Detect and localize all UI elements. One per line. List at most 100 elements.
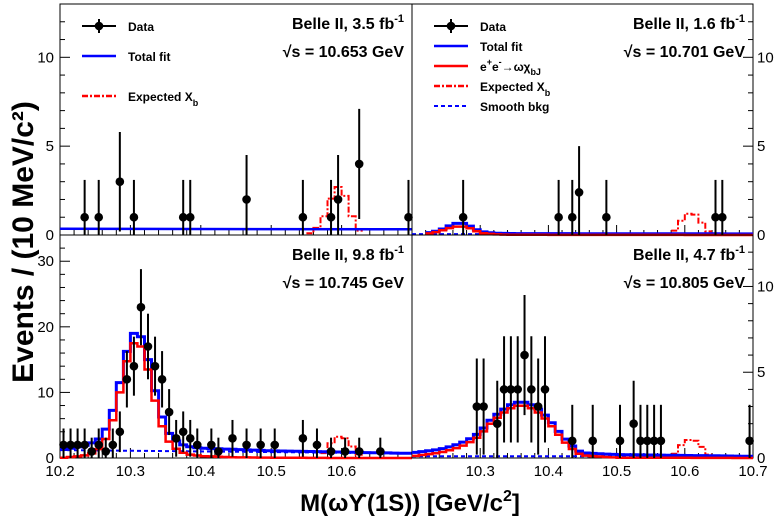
y-tick-label: 0 — [757, 227, 765, 244]
data-point — [171, 434, 181, 443]
data-point — [115, 427, 125, 437]
data-point — [129, 212, 139, 222]
panel-energy-label: √s = 10.745 GeV — [283, 275, 405, 292]
data-point — [115, 177, 125, 186]
total-fit-curve — [60, 331, 412, 455]
data-point — [178, 427, 188, 437]
panel-lumi-label: Belle II, 1.6 fb-1 — [633, 13, 745, 33]
data-point — [533, 402, 543, 411]
data-point — [185, 434, 195, 443]
y-tick-label: 10 — [37, 384, 54, 401]
panel-lumi-sup: -1 — [735, 13, 745, 25]
data-point — [636, 436, 645, 446]
data-point — [136, 302, 146, 312]
panel-energy-text: s = 10.805 GeV — [632, 275, 745, 292]
data-point — [479, 402, 488, 411]
panel-energy-root: √ — [283, 44, 292, 61]
data-point — [404, 212, 413, 222]
panel-frame — [411, 234, 754, 459]
y-tick-label: 0 — [757, 450, 765, 467]
data-point — [214, 447, 223, 456]
legend-label-text: Expected X — [128, 90, 193, 104]
legend-label-sup: + — [487, 57, 492, 67]
panel-lumi-label: Belle II, 4.7 fb-1 — [633, 244, 745, 264]
data-point — [588, 436, 598, 446]
y-tick-label: 5 — [46, 138, 54, 155]
data-point — [340, 447, 350, 456]
data-point — [59, 440, 68, 450]
panel-energy-root: √ — [624, 44, 633, 61]
panel-lumi-label: Belle II, 9.8 fb-1 — [292, 244, 404, 264]
legend-label: Data — [480, 20, 506, 34]
y-tick-label: 30 — [37, 253, 54, 270]
data-point — [122, 374, 132, 384]
legend-label: Expected Xb — [480, 80, 551, 98]
data-point — [333, 195, 343, 204]
y-tick-label: 5 — [757, 138, 765, 155]
panel-energy-label: √s = 10.805 GeV — [624, 275, 746, 292]
panel-lumi-text: Belle II, 9.8 fb — [292, 247, 394, 264]
data-point — [567, 212, 577, 222]
data-point — [711, 212, 720, 222]
data-point — [513, 385, 523, 394]
data-point — [101, 447, 111, 456]
x-tick-label: 10.5 — [602, 463, 631, 480]
data-point — [520, 350, 529, 360]
legend-label-text: Data — [480, 20, 506, 34]
x-tick-label: 10.3 — [116, 463, 145, 480]
data-point — [602, 212, 611, 222]
data-point — [242, 440, 251, 450]
legend-label-text: e — [480, 60, 487, 74]
y-tick-label: 0 — [46, 227, 54, 244]
legend-label-text: e — [492, 60, 499, 74]
signal-curve — [60, 341, 412, 460]
panel-frame — [59, 234, 413, 459]
data-point — [73, 440, 82, 450]
x-axis-title: M(ωϒ(1S)) [GeV/c2] — [300, 488, 520, 517]
legend-label-sub: b — [545, 88, 551, 98]
panel-lumi-text: Belle II, 4.7 fb — [633, 247, 735, 264]
data-point — [506, 385, 516, 394]
data-point — [567, 436, 577, 446]
legend-label-sup: - — [499, 57, 502, 67]
data-point — [87, 447, 96, 456]
data-point — [354, 159, 364, 169]
panel-lumi-text: Belle II, 3.5 fb — [292, 16, 394, 33]
legend-label-text: →ωχ — [502, 60, 531, 74]
data-point — [492, 419, 502, 428]
data-point — [656, 436, 666, 446]
data-point — [472, 402, 482, 411]
data-point — [164, 407, 174, 417]
panel-energy-text: s = 10.745 GeV — [291, 275, 404, 292]
data-point — [228, 434, 237, 443]
expected-xb-curve — [306, 186, 363, 235]
y-tick-label: 10 — [37, 49, 54, 66]
panel-lumi-sup: -1 — [394, 244, 404, 256]
data-point — [376, 447, 385, 456]
signal-curve — [412, 404, 753, 460]
legend-data-marker — [94, 21, 104, 31]
data-point — [256, 440, 265, 450]
data-point — [178, 212, 188, 222]
data-point — [629, 419, 638, 428]
data-point — [157, 374, 167, 384]
data-point — [527, 385, 536, 394]
data-point — [150, 361, 160, 371]
data-point — [642, 436, 652, 446]
x-tick-label: 10.4 — [186, 463, 215, 480]
data-point — [718, 212, 727, 222]
x-tick-label: 10.2 — [45, 463, 74, 480]
y-tick-label: 20 — [37, 319, 54, 336]
data-point — [354, 447, 364, 456]
smooth-bkg-curve — [59, 449, 413, 455]
x-tick-label: 10.5 — [257, 463, 286, 480]
data-point — [80, 440, 89, 450]
legend-data-marker — [446, 21, 456, 31]
panel-lumi-label: Belle II, 3.5 fb-1 — [292, 13, 404, 33]
data-point — [270, 440, 280, 450]
data-point — [143, 342, 153, 351]
data-point — [242, 195, 251, 204]
